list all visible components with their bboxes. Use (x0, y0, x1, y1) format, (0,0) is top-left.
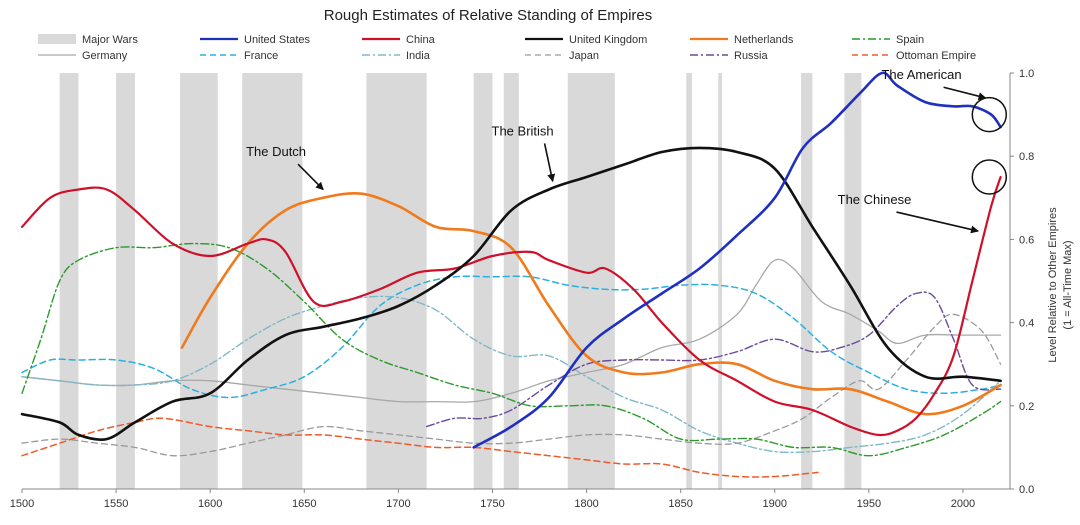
series-line-united-kingdom (20, 146, 1002, 442)
legend-label: United Kingdom (569, 34, 647, 46)
x-tick-label: 1700 (386, 498, 410, 510)
legend-label: Spain (896, 34, 924, 46)
y-tick-label: 0.2 (1019, 401, 1034, 413)
x-tick-label: 2000 (951, 498, 975, 510)
y-tick-label: 0.4 (1019, 318, 1034, 330)
y-axis-label-line2: (1 = All-Time Max) (1062, 240, 1074, 329)
annotation-arrow (543, 143, 556, 183)
war-band-10 (801, 73, 813, 489)
x-tick-label: 1900 (763, 498, 787, 510)
annotation-arrow (297, 163, 324, 191)
series-line-china (20, 175, 1002, 437)
x-tick-label: 1550 (104, 498, 128, 510)
y-axis-label-line1: Level Relative to Other Empires (1047, 207, 1059, 363)
legend-label: Netherlands (734, 34, 794, 46)
war-band-7 (567, 73, 615, 489)
war-band-2 (180, 73, 218, 489)
highlight-circle (971, 96, 1008, 133)
series-line-united-states (472, 71, 1002, 449)
x-tick-label: 1600 (198, 498, 222, 510)
y-tick-label: 0.8 (1019, 151, 1034, 163)
legend-label: Major Wars (82, 34, 138, 46)
legend-label: Russia (734, 50, 769, 62)
series-line-spain (21, 242, 1002, 457)
x-tick-label: 1850 (668, 498, 692, 510)
x-tick-label: 1950 (857, 498, 881, 510)
y-tick-label: 1.0 (1019, 68, 1034, 80)
highlight-circle (971, 159, 1008, 195)
legend-label: Ottoman Empire (896, 50, 976, 62)
y-tick-label: 0.6 (1019, 234, 1034, 246)
war-band-0 (59, 73, 79, 489)
war-band-9 (718, 73, 723, 489)
series-line-ottoman-empire (21, 417, 819, 478)
x-tick-label: 1650 (292, 498, 316, 510)
legend-label: France (244, 50, 278, 62)
annotation-arrow (943, 86, 987, 101)
legend-label: China (406, 34, 436, 46)
series-line-netherlands (180, 191, 1002, 416)
war-band-11 (844, 73, 862, 489)
annotation-label: The British (492, 123, 554, 138)
war-band-6 (503, 73, 519, 489)
major-wars-bands (59, 73, 862, 489)
legend-label: Japan (569, 50, 599, 62)
war-band-5 (473, 73, 493, 489)
war-band-3 (242, 73, 303, 489)
series-line-germany (21, 258, 1002, 403)
legend-label: Germany (82, 50, 128, 62)
series-lines (20, 71, 1002, 478)
x-tick-label: 1500 (10, 498, 34, 510)
legend-label: United States (244, 34, 311, 46)
legend-label: India (406, 50, 431, 62)
axes: 1500 1550 1600 1650 1700 1750 1800 1850 1900 1950… (10, 68, 1035, 510)
annotation-label: The Dutch (246, 144, 306, 159)
annotation-label: The American (881, 67, 961, 82)
annotation-label: The Chinese (838, 192, 912, 207)
legend: Major Wars United States China United Kingd… (38, 34, 976, 62)
series-line-russia (425, 291, 1002, 428)
y-tick-label: 0.0 (1019, 484, 1034, 496)
legend-swatch-major-wars (38, 34, 76, 44)
x-tick-label: 1800 (574, 498, 598, 510)
x-tick-label: 1750 (480, 498, 504, 510)
chart-title: Rough Estimates of Relative Standing of … (324, 7, 653, 24)
annotations: The Dutch The British The American The Chin… (246, 67, 1008, 234)
war-band-8 (686, 73, 692, 489)
series-line-japan (21, 313, 1002, 457)
war-band-1 (116, 73, 135, 489)
series-line-france (21, 275, 1002, 399)
annotation-arrow (896, 211, 979, 234)
